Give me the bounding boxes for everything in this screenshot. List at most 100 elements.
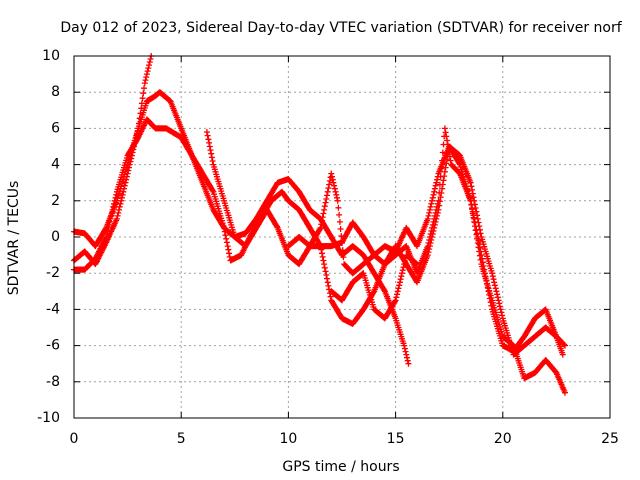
data-point <box>439 185 446 192</box>
data-point <box>398 273 405 280</box>
data-point <box>444 151 451 158</box>
data-point <box>317 224 324 231</box>
data-point <box>205 136 212 143</box>
data-point <box>494 294 501 301</box>
data-point <box>473 231 480 238</box>
data-point <box>402 348 409 355</box>
data-point <box>113 191 120 198</box>
data-point <box>109 206 116 213</box>
data-point <box>321 264 328 271</box>
data-point <box>140 90 147 97</box>
data-point <box>119 191 126 198</box>
data-point <box>490 276 497 283</box>
data-point <box>120 188 127 195</box>
data-point <box>321 206 328 213</box>
data-points <box>71 53 568 396</box>
data-point <box>433 215 440 222</box>
data-point <box>428 200 435 207</box>
data-point <box>474 215 481 222</box>
y-axis-label: SDTVAR / TECUs <box>6 181 22 296</box>
series-track-3 <box>71 116 568 354</box>
data-point <box>491 282 498 289</box>
data-point <box>468 202 475 208</box>
data-point <box>104 228 111 234</box>
data-point <box>562 389 568 396</box>
data-point <box>431 188 438 195</box>
y-tick-label: 8 <box>51 84 60 100</box>
data-point <box>405 360 412 367</box>
data-point <box>428 237 435 243</box>
data-point <box>391 298 398 305</box>
data-point <box>394 288 401 295</box>
data-point <box>116 206 122 213</box>
data-point <box>114 212 121 219</box>
data-point <box>436 198 443 205</box>
data-point <box>426 209 433 216</box>
data-point <box>489 273 496 280</box>
data-point <box>431 185 438 192</box>
data-point <box>221 224 228 231</box>
axes: -10 -8 -6 -4 -2 0 2 4 6 8 10 0 5 10 15 20 25 <box>37 48 619 447</box>
data-point <box>401 258 408 265</box>
data-point <box>330 179 337 186</box>
data-point <box>319 250 325 257</box>
data-point <box>122 179 129 186</box>
data-point <box>106 218 113 225</box>
data-point <box>204 132 211 139</box>
data-point <box>103 234 110 240</box>
data-point <box>223 239 230 246</box>
series-track-2 <box>71 89 412 367</box>
data-point <box>115 209 122 216</box>
data-point <box>430 191 437 198</box>
data-point <box>425 212 432 219</box>
data-point <box>324 192 330 199</box>
data-point <box>106 221 112 228</box>
data-point <box>108 209 115 216</box>
data-point <box>496 303 503 310</box>
data-point <box>139 95 146 102</box>
data-point <box>274 223 280 230</box>
x-tick-label: 10 <box>279 431 297 447</box>
data-point <box>144 68 151 75</box>
data-point <box>426 246 433 253</box>
data-point <box>397 276 404 283</box>
x-tick-label: 0 <box>70 431 79 447</box>
data-point <box>335 204 342 211</box>
data-point <box>111 197 118 204</box>
data-point <box>414 261 420 268</box>
data-point <box>435 206 442 213</box>
data-point <box>337 226 344 232</box>
data-point <box>113 215 120 222</box>
data-point <box>426 243 433 250</box>
data-point <box>334 197 341 204</box>
data-point <box>105 224 112 231</box>
data-point <box>476 252 483 259</box>
data-point <box>111 200 117 207</box>
data-point <box>439 181 446 188</box>
data-point <box>318 246 325 253</box>
data-point <box>477 230 484 237</box>
data-point <box>320 257 327 264</box>
data-point <box>467 197 474 204</box>
data-point <box>396 282 403 289</box>
data-point <box>207 147 214 154</box>
data-point <box>319 217 325 224</box>
data-point <box>427 240 434 246</box>
data-point <box>324 279 331 286</box>
data-point <box>456 160 463 167</box>
data-point <box>146 62 152 69</box>
data-point <box>441 168 448 175</box>
data-point <box>474 240 481 246</box>
data-point <box>438 190 445 196</box>
data-point <box>432 182 439 189</box>
data-point <box>206 143 213 150</box>
data-point <box>432 218 439 225</box>
data-point <box>495 297 502 304</box>
data-point <box>471 218 478 225</box>
data-point <box>444 137 451 144</box>
data-point <box>226 250 233 257</box>
data-point <box>323 272 330 278</box>
data-point <box>443 133 450 140</box>
data-point <box>491 279 498 286</box>
